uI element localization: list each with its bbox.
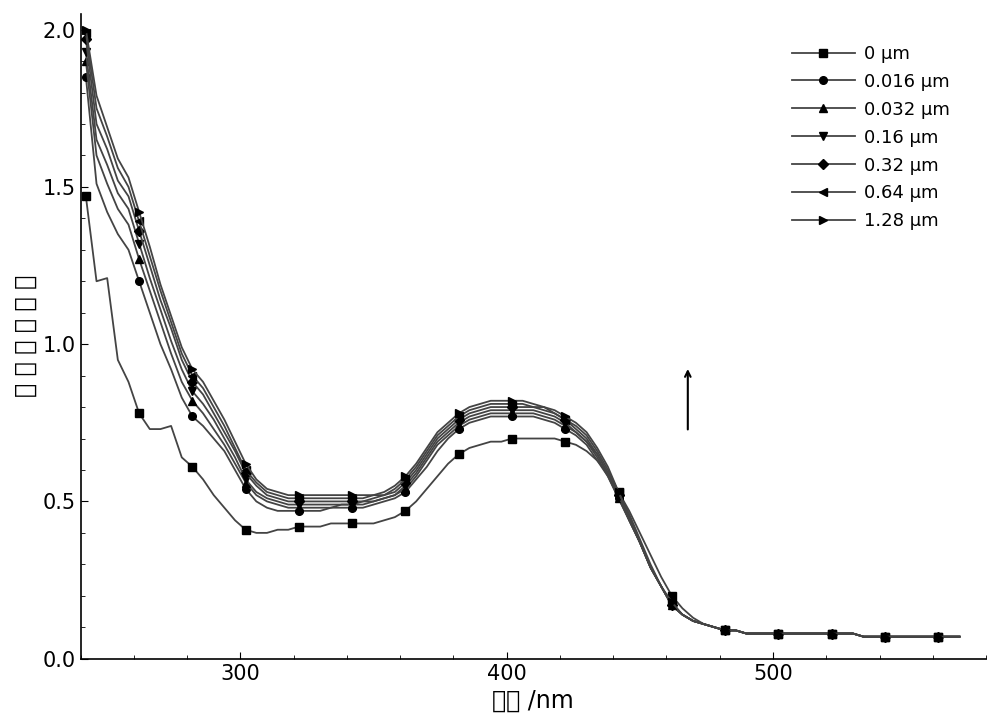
0.32 μm xyxy=(80,35,92,44)
0.032 μm xyxy=(602,472,614,481)
0.032 μm xyxy=(858,632,870,641)
0.64 μm xyxy=(762,629,774,638)
1.28 μm xyxy=(80,25,92,34)
0.64 μm xyxy=(953,632,965,641)
0.64 μm xyxy=(858,632,870,641)
0.32 μm xyxy=(133,227,145,236)
0.32 μm xyxy=(858,632,870,641)
0.016 μm xyxy=(208,434,220,443)
0.32 μm xyxy=(208,409,220,418)
1.28 μm xyxy=(762,629,774,638)
0.032 μm xyxy=(708,623,720,632)
0.016 μm xyxy=(858,632,870,641)
0.64 μm xyxy=(261,488,273,497)
0 μm xyxy=(261,529,273,537)
1.28 μm xyxy=(953,632,965,641)
0.032 μm xyxy=(762,629,774,638)
0 μm xyxy=(762,629,774,638)
0.016 μm xyxy=(80,73,92,81)
0 μm xyxy=(953,632,965,641)
0 μm xyxy=(708,623,720,632)
0.32 μm xyxy=(602,469,614,478)
1.28 μm xyxy=(858,632,870,641)
0 μm xyxy=(858,632,870,641)
1.28 μm xyxy=(208,396,220,405)
0.64 μm xyxy=(208,403,220,411)
1.28 μm xyxy=(602,462,614,471)
Line: 0.16 μm: 0.16 μm xyxy=(82,48,963,640)
0.32 μm xyxy=(261,491,273,499)
0.016 μm xyxy=(762,629,774,638)
Line: 0.032 μm: 0.032 μm xyxy=(82,57,963,640)
0.64 μm xyxy=(80,28,92,37)
0.64 μm xyxy=(602,465,614,474)
Legend: 0 μm, 0.016 μm, 0.032 μm, 0.16 μm, 0.32 μm, 0.64 μm, 1.28 μm: 0 μm, 0.016 μm, 0.032 μm, 0.16 μm, 0.32 … xyxy=(783,36,959,239)
1.28 μm xyxy=(708,623,720,632)
0 μm xyxy=(80,192,92,201)
Line: 1.28 μm: 1.28 μm xyxy=(82,25,963,640)
1.28 μm xyxy=(261,484,273,493)
0.16 μm xyxy=(953,632,965,641)
0.64 μm xyxy=(133,217,145,226)
0.032 μm xyxy=(80,57,92,65)
1.28 μm xyxy=(133,208,145,217)
0.016 μm xyxy=(953,632,965,641)
0.032 μm xyxy=(261,497,273,506)
0.16 μm xyxy=(261,494,273,502)
X-axis label: 波长 /nm: 波长 /nm xyxy=(492,689,574,713)
0.16 μm xyxy=(762,629,774,638)
0.016 μm xyxy=(708,623,720,632)
0.16 μm xyxy=(80,47,92,56)
0.16 μm xyxy=(858,632,870,641)
0.016 μm xyxy=(602,472,614,481)
0.032 μm xyxy=(208,425,220,433)
Line: 0.016 μm: 0.016 μm xyxy=(82,73,963,640)
Line: 0 μm: 0 μm xyxy=(82,193,963,640)
0.032 μm xyxy=(133,255,145,264)
0 μm xyxy=(602,469,614,478)
Line: 0.32 μm: 0.32 μm xyxy=(82,35,963,640)
0.32 μm xyxy=(953,632,965,641)
0.016 μm xyxy=(133,277,145,286)
0 μm xyxy=(133,409,145,418)
0.16 μm xyxy=(602,469,614,478)
0.32 μm xyxy=(762,629,774,638)
Y-axis label: 紫 外 吸 收 强 度: 紫 外 吸 收 强 度 xyxy=(14,275,38,398)
0.32 μm xyxy=(708,623,720,632)
0 μm xyxy=(208,491,220,499)
0.016 μm xyxy=(261,503,273,512)
Line: 0.64 μm: 0.64 μm xyxy=(82,29,963,640)
0.032 μm xyxy=(953,632,965,641)
0.16 μm xyxy=(133,239,145,248)
0.64 μm xyxy=(708,623,720,632)
0.16 μm xyxy=(208,415,220,424)
0.16 μm xyxy=(708,623,720,632)
